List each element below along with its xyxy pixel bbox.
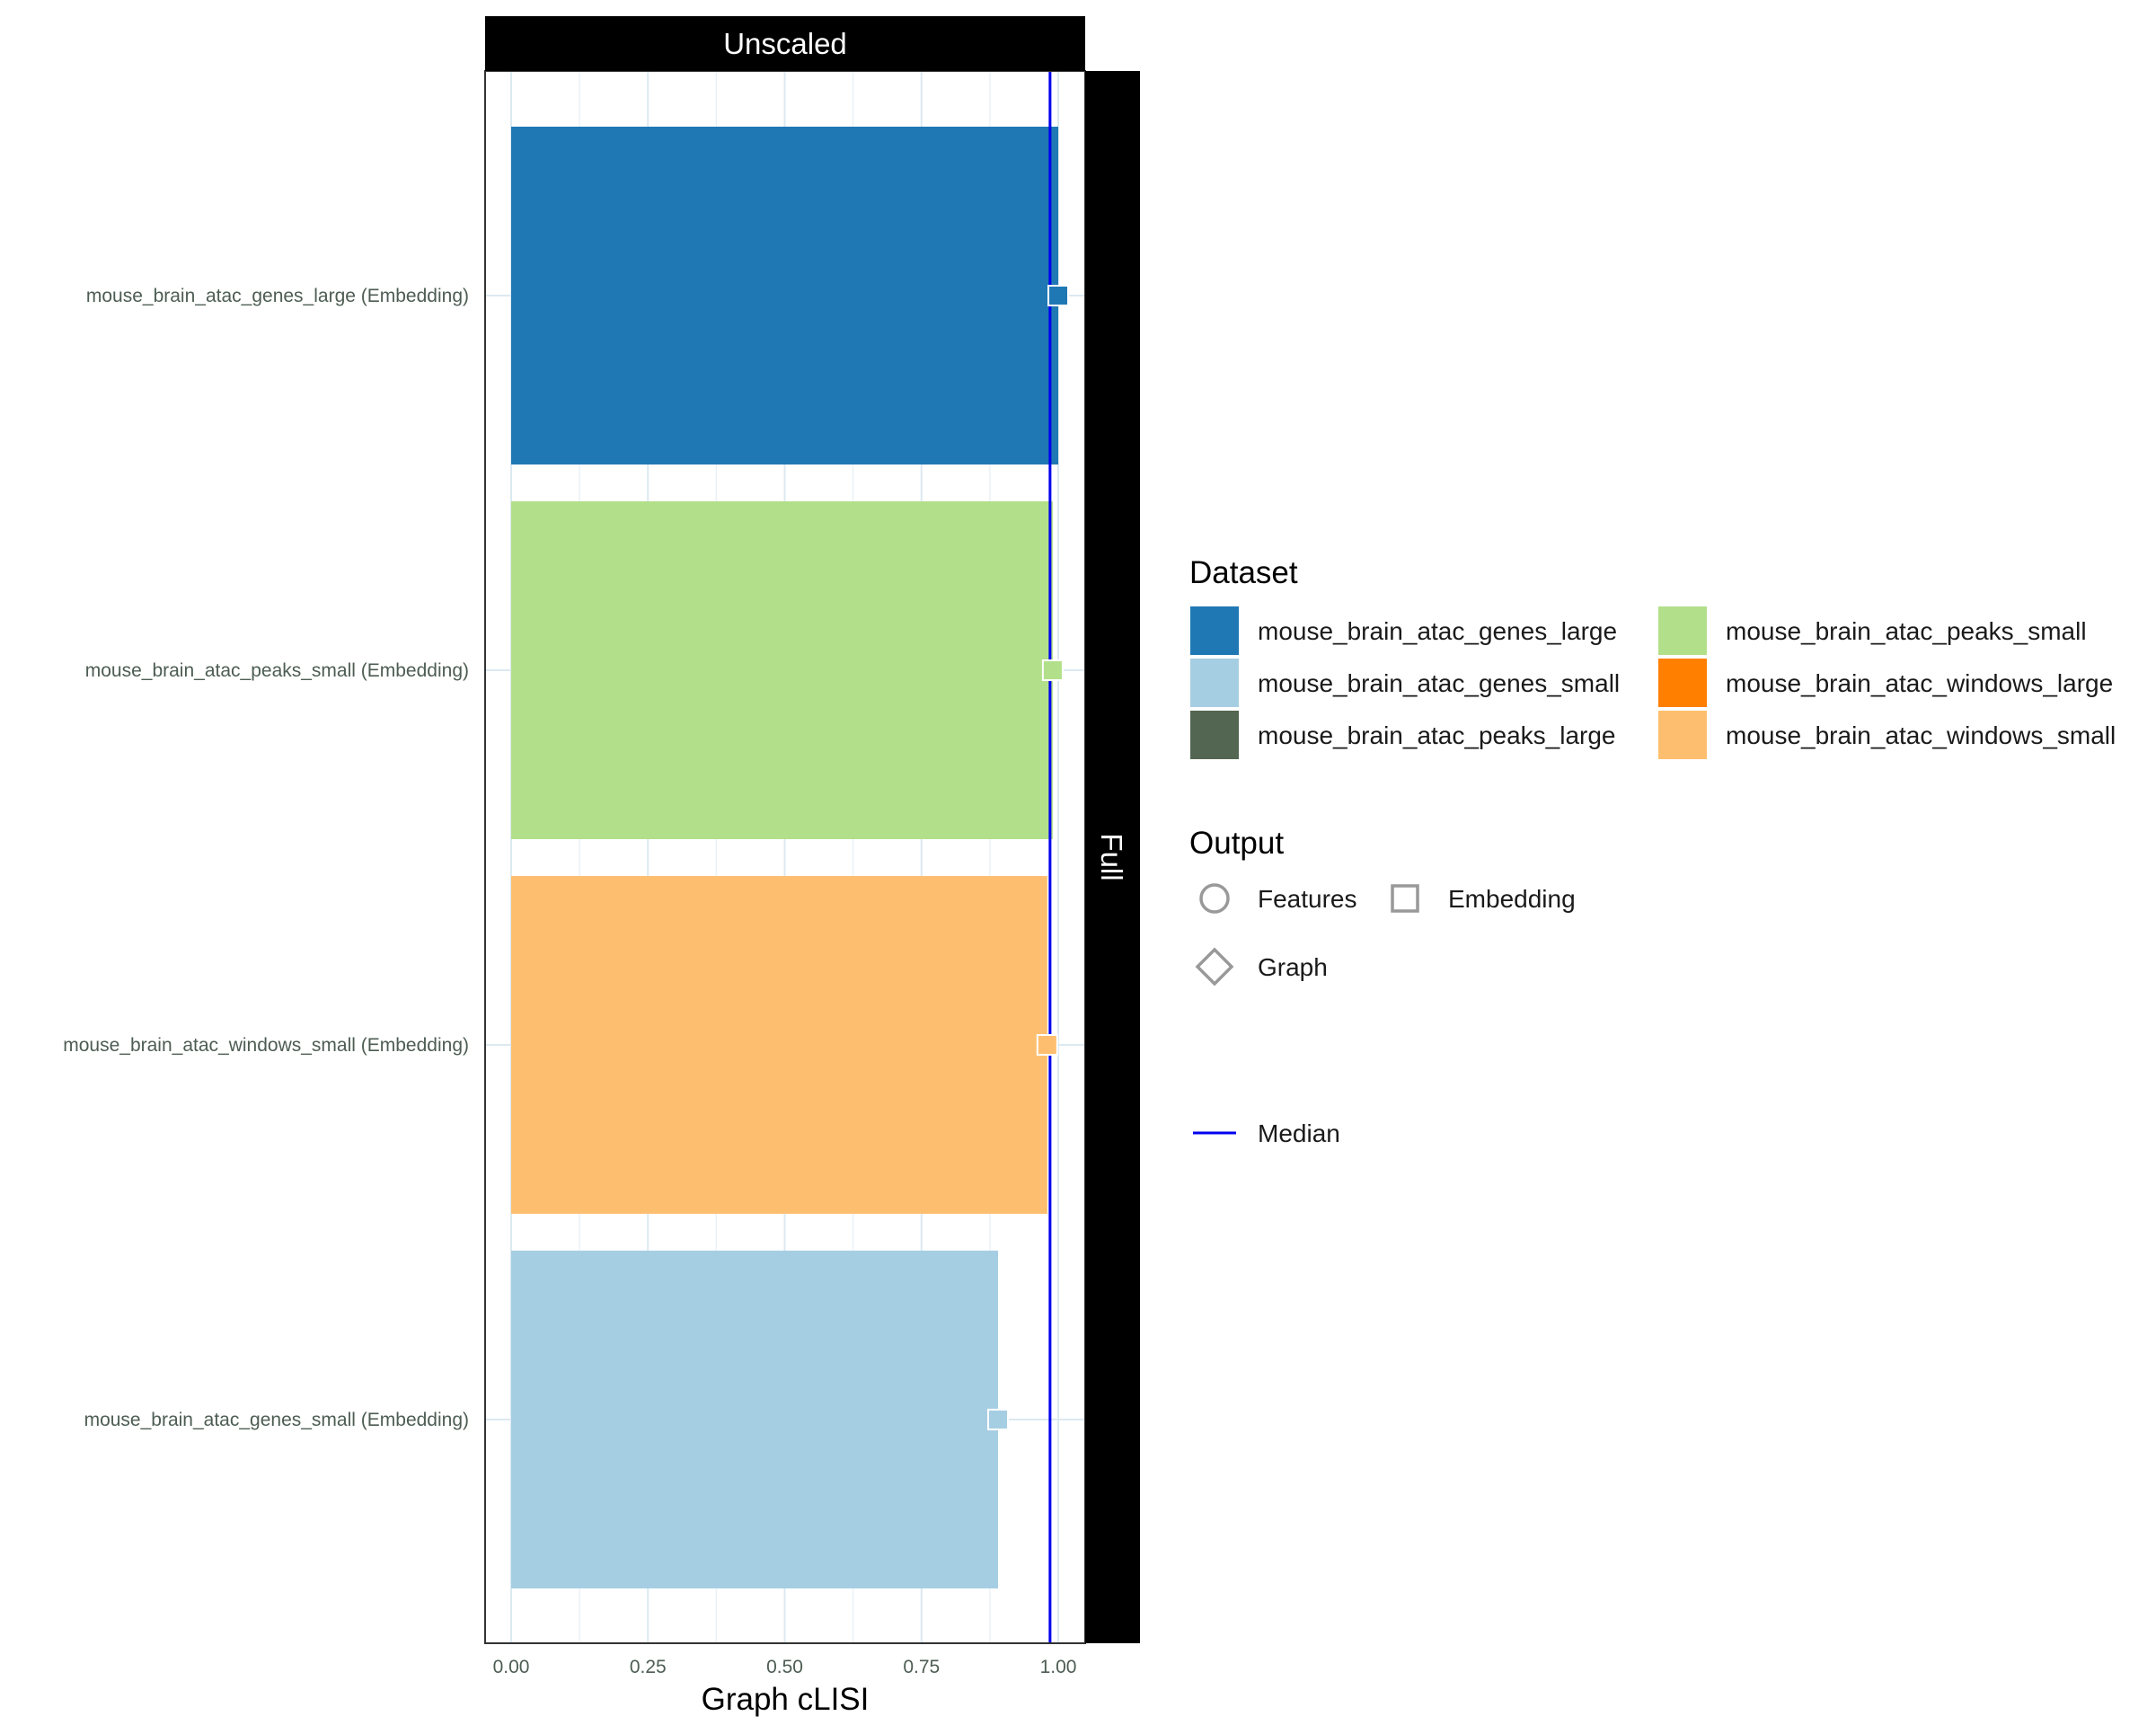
legend-dataset-label-4: mouse_brain_atac_windows_large — [1726, 669, 2113, 697]
legend-output-title: Output — [1189, 826, 1284, 861]
legend-dataset-label-2: mouse_brain_atac_peaks_large — [1258, 721, 1616, 749]
y-tick-label-0: mouse_brain_atac_genes_large (Embedding) — [86, 286, 469, 306]
bar-3 — [511, 1251, 999, 1588]
legend-dataset-label-5: mouse_brain_atac_windows_small — [1726, 721, 2116, 749]
legend-swatch-4 — [1657, 657, 1709, 709]
x-axis-ticks: 0.00 0.25 0.50 0.75 1.00 — [493, 1657, 1077, 1677]
x-tick-label-2: 0.50 — [766, 1657, 803, 1677]
legend-swatch-5 — [1657, 709, 1709, 761]
y-tick-label-2: mouse_brain_atac_windows_small (Embeddin… — [63, 1035, 469, 1056]
legend-dataset-title: Dataset — [1189, 555, 1298, 590]
x-tick-label-3: 0.75 — [903, 1657, 940, 1677]
legend-median-label: Median — [1258, 1119, 1340, 1147]
legend-output-label-1: Embedding — [1448, 885, 1576, 913]
bar-2 — [511, 876, 1047, 1214]
point-2 — [1036, 1034, 1058, 1056]
facet-row-strip — [1085, 71, 1140, 1643]
legend-outputs: Features Embedding Graph — [1195, 883, 1576, 986]
y-tick-label-3: mouse_brain_atac_genes_small (Embedding) — [84, 1410, 469, 1430]
y-axis-ticks: mouse_brain_atac_genes_large (Embedding)… — [63, 286, 469, 1430]
point-3 — [987, 1409, 1010, 1430]
x-axis-title: Graph cLISI — [702, 1682, 870, 1717]
legend-swatch-3 — [1657, 605, 1709, 657]
y-tick-label-1: mouse_brain_atac_peaks_small (Embedding) — [85, 660, 469, 681]
legend-swatch-0 — [1188, 605, 1241, 657]
facet-column-strip — [485, 16, 1085, 71]
point-0 — [1047, 285, 1069, 306]
legend-dataset-label-3: mouse_brain_atac_peaks_small — [1726, 617, 2087, 645]
legend-output-circle-icon — [1199, 883, 1230, 914]
point-1 — [1041, 659, 1064, 681]
bar-1 — [511, 501, 1053, 839]
x-tick-label-4: 1.00 — [1040, 1657, 1077, 1677]
legend-swatch-2 — [1188, 709, 1241, 761]
bars-layer — [511, 127, 1058, 1588]
legend-output-square-icon — [1391, 884, 1419, 913]
x-tick-label-0: 0.00 — [493, 1657, 530, 1677]
points-layer — [987, 285, 1069, 1430]
legend-output-label-0: Features — [1258, 885, 1357, 913]
legend-datasets: mouse_brain_atac_genes_large mouse_brain_… — [1188, 605, 2116, 761]
legend-dataset-label-0: mouse_brain_atac_genes_large — [1258, 617, 1617, 645]
legend-output-label-2: Graph — [1258, 953, 1328, 981]
legend-swatch-1 — [1188, 657, 1241, 709]
facet-column-label: Unscaled — [723, 27, 847, 60]
legend-output-diamond-icon — [1195, 947, 1234, 986]
facet-row-label: Full — [1095, 833, 1128, 880]
x-tick-label-1: 0.25 — [630, 1657, 667, 1677]
legend-dataset-label-1: mouse_brain_atac_genes_small — [1258, 669, 1620, 697]
bar-0 — [511, 127, 1058, 464]
